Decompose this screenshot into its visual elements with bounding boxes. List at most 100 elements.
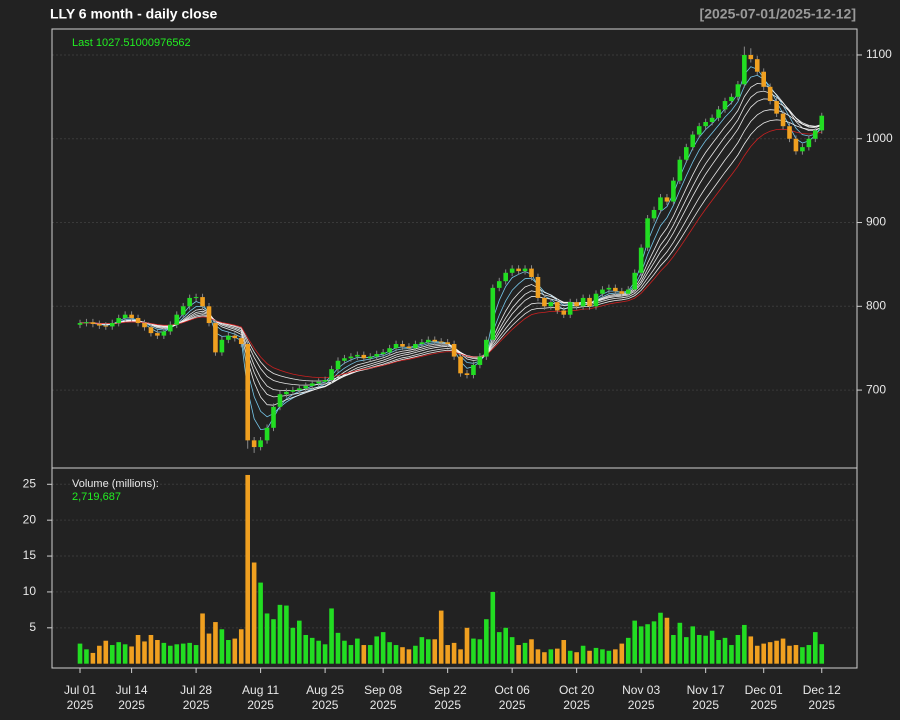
candle-body	[696, 126, 702, 135]
x-tick-label: Jul 28 2025	[180, 683, 212, 712]
candle-body	[419, 342, 425, 345]
candle-body	[471, 364, 476, 376]
candle-body	[625, 289, 631, 294]
volume-bar	[226, 640, 231, 664]
volume-bar	[374, 636, 379, 664]
candle-body	[97, 323, 102, 326]
candle-body	[767, 86, 773, 102]
volume-bar	[109, 645, 115, 664]
volume-bar	[529, 639, 534, 664]
volume-bar	[277, 604, 283, 664]
candle-body	[232, 335, 238, 339]
candle-body	[600, 289, 605, 294]
candle-body	[458, 356, 463, 374]
volume-bar	[103, 640, 109, 664]
candle-body	[677, 159, 683, 181]
volume-bar	[361, 645, 367, 664]
y-tick-label: 1100	[866, 47, 892, 61]
candle-body	[793, 138, 799, 152]
volume-bar	[148, 634, 154, 664]
candle-body	[561, 310, 567, 315]
volume-bar	[290, 627, 296, 664]
volume-bar	[387, 642, 392, 664]
volume-bar	[496, 632, 502, 664]
candle-body	[722, 101, 728, 110]
volume-bar	[329, 608, 334, 664]
candle-body	[245, 344, 250, 441]
candle-body	[529, 268, 534, 277]
candle-body	[387, 348, 392, 353]
y-tick-label: 900	[866, 215, 886, 229]
candle-body	[716, 109, 721, 118]
volume-bar	[535, 649, 541, 664]
candle-body	[806, 138, 812, 148]
volume-bar	[774, 640, 779, 664]
candle-body	[348, 356, 354, 359]
candle-body	[542, 297, 547, 307]
candle-body	[813, 130, 818, 139]
volume-bar	[116, 642, 121, 664]
volume-bar	[322, 644, 328, 664]
volume-bar	[664, 617, 670, 664]
candle-body	[484, 339, 489, 357]
candle-body	[593, 293, 599, 307]
candle-body	[355, 354, 360, 357]
candle-body	[658, 197, 663, 210]
candle-body	[109, 323, 115, 327]
volume-bar	[645, 624, 650, 664]
candle-body	[180, 306, 186, 315]
date-range: [2025-07-01/2025-12-12]	[700, 6, 856, 22]
candle-body	[374, 354, 379, 357]
candle-body	[535, 276, 541, 298]
volume-bar	[651, 621, 657, 664]
volume-bar	[735, 634, 741, 664]
candle-body	[116, 318, 121, 324]
volume-bar	[813, 632, 818, 664]
candle-body	[548, 302, 554, 307]
volume-bar	[761, 643, 766, 664]
volume-bar	[168, 645, 173, 664]
volume-bar	[677, 622, 683, 664]
x-tick-label: Dec 01 2025	[745, 683, 783, 712]
candle-body	[632, 272, 637, 290]
volume-bar	[503, 627, 508, 664]
volume-bar	[516, 645, 521, 664]
volume-bar	[451, 642, 457, 664]
volume-bar	[380, 632, 386, 664]
volume-bar	[709, 630, 715, 664]
candle-body	[574, 302, 579, 307]
candle-body	[671, 180, 676, 202]
volume-bar	[587, 650, 592, 664]
y-tick-label: 10	[23, 584, 37, 598]
candle-body	[522, 268, 528, 272]
x-tick-label: Aug 25 2025	[306, 683, 344, 712]
volume-bar	[748, 636, 754, 664]
moving-average	[79, 128, 822, 379]
volume-bar	[155, 640, 160, 664]
candle-body	[690, 134, 696, 148]
volume-bar	[484, 619, 489, 664]
volume-bar	[690, 626, 696, 664]
candle-body	[477, 356, 483, 365]
volume-bar	[548, 649, 554, 664]
y-tick-label: 1000	[866, 131, 893, 145]
candle-body	[155, 333, 160, 336]
volume-bar	[567, 650, 573, 664]
candle-body	[90, 322, 96, 324]
candle-body	[297, 388, 302, 391]
volume-bar	[767, 642, 773, 664]
candle-body	[619, 291, 625, 294]
volume-bar	[696, 634, 702, 664]
candle-body	[503, 272, 508, 282]
x-tick-label: Oct 20 2025	[559, 683, 595, 712]
candle-body	[709, 117, 715, 122]
candle-body	[406, 346, 412, 349]
candle-body	[645, 218, 650, 248]
candle-body	[258, 440, 263, 448]
volume-bar	[316, 640, 321, 664]
volume-last: 2,719,687	[72, 491, 121, 503]
candle-body	[400, 344, 405, 347]
volume-bar	[264, 613, 270, 664]
